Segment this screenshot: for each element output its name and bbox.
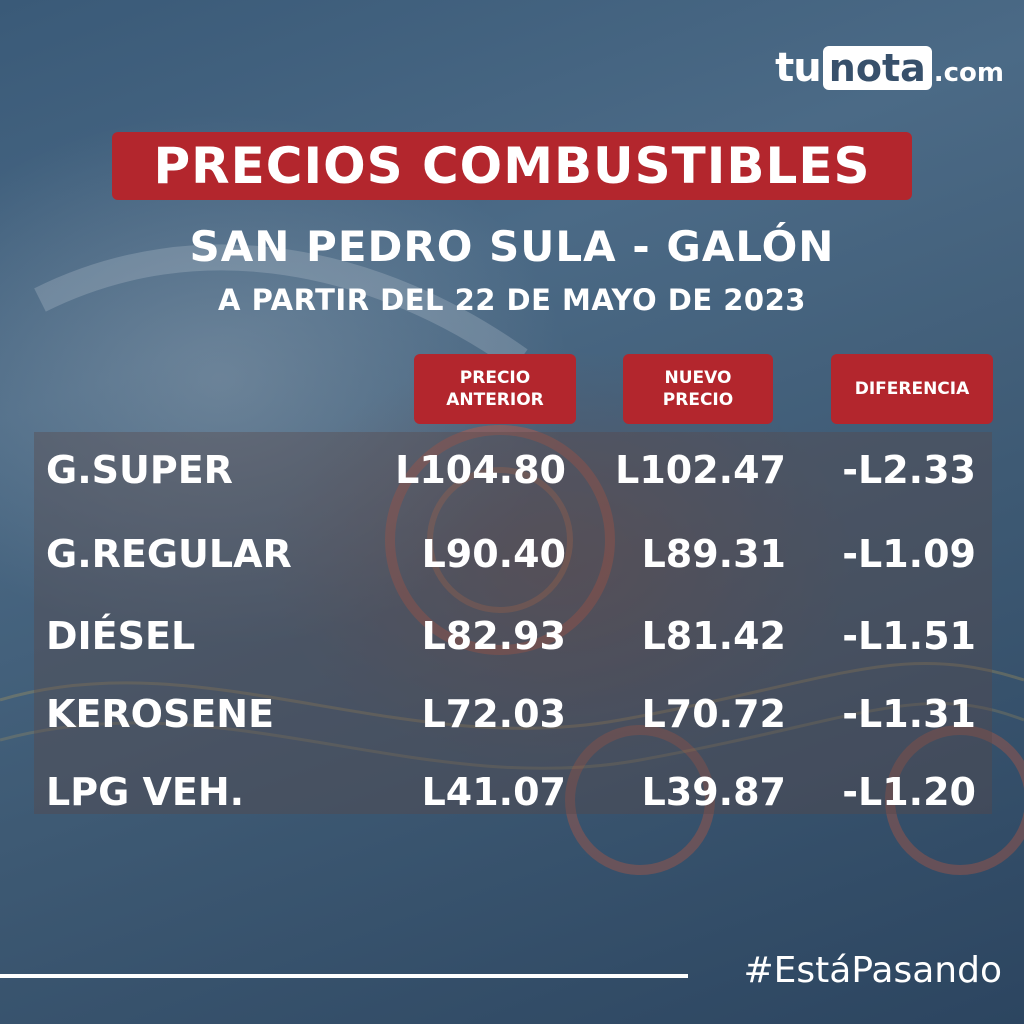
fuel-name: DIÉSEL <box>46 614 196 658</box>
table-row: G.REGULAR L90.40 L89.31 -L1.09 <box>0 524 1024 584</box>
tunota-logo[interactable]: tu nota .com <box>775 44 1004 92</box>
fuel-name: LPG VEH. <box>46 770 245 814</box>
title-banner: PRECIOS COMBUSTIBLES <box>112 132 912 200</box>
effective-date: A PARTIR DEL 22 DE MAYO DE 2023 <box>218 283 806 317</box>
new-price: L70.72 <box>641 692 786 736</box>
column-header-new-price: NUEVO PRECIO <box>623 354 773 424</box>
logo-text-tu: tu <box>775 45 822 91</box>
price-difference: -L1.31 <box>842 692 976 736</box>
new-price: L81.42 <box>641 614 786 658</box>
price-difference: -L1.51 <box>842 614 976 658</box>
table-row: KEROSENE L72.03 L70.72 -L1.31 <box>0 684 1024 744</box>
logo-text-nota: nota <box>822 46 932 90</box>
fuel-name: G.SUPER <box>46 448 233 492</box>
price-difference: -L1.20 <box>842 770 976 814</box>
table-row: LPG VEH. L41.07 L39.87 -L1.20 <box>0 762 1024 822</box>
table-background-panel <box>34 432 992 814</box>
new-price: L89.31 <box>641 532 786 576</box>
hashtag[interactable]: #EstáPasando <box>743 950 1002 991</box>
page-title: PRECIOS COMBUSTIBLES <box>153 137 871 195</box>
column-header-difference: DIFERENCIA <box>831 354 993 424</box>
previous-price: L90.40 <box>421 532 566 576</box>
previous-price: L104.80 <box>395 448 566 492</box>
column-header-previous-price: PRECIO ANTERIOR <box>414 354 576 424</box>
fuel-name: G.REGULAR <box>46 532 292 576</box>
price-difference: -L1.09 <box>842 532 976 576</box>
new-price: L102.47 <box>615 448 786 492</box>
table-row: G.SUPER L104.80 L102.47 -L2.33 <box>0 440 1024 500</box>
previous-price: L82.93 <box>421 614 566 658</box>
previous-price: L72.03 <box>421 692 566 736</box>
logo-text-com: .com <box>933 58 1004 88</box>
previous-price: L41.07 <box>421 770 566 814</box>
new-price: L39.87 <box>641 770 786 814</box>
subtitle: SAN PEDRO SULA - GALÓN <box>189 222 835 271</box>
fuel-name: KEROSENE <box>46 692 275 736</box>
price-difference: -L2.33 <box>842 448 976 492</box>
footer-divider <box>0 974 688 978</box>
table-row: DIÉSEL L82.93 L81.42 -L1.51 <box>0 606 1024 666</box>
